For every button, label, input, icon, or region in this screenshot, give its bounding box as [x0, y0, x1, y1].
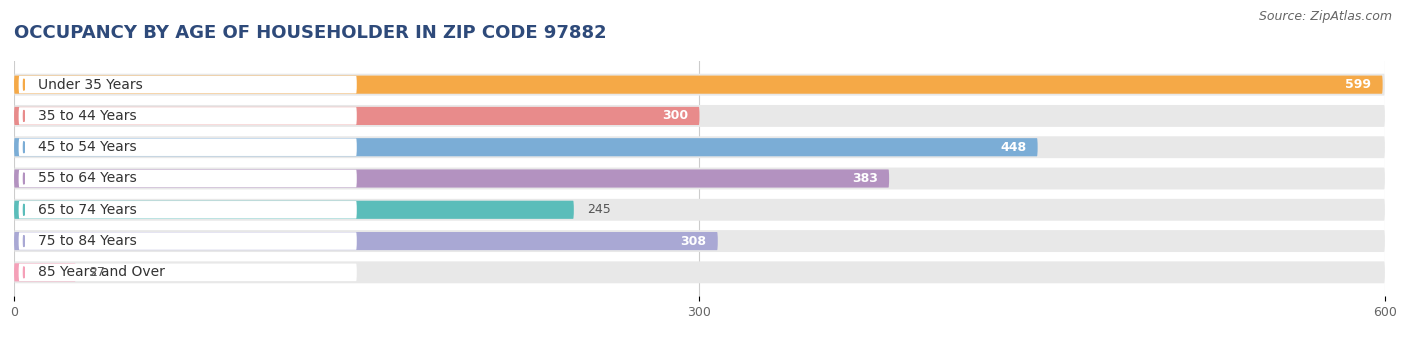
Text: 55 to 64 Years: 55 to 64 Years	[38, 171, 136, 186]
FancyBboxPatch shape	[18, 232, 357, 250]
Text: 75 to 84 Years: 75 to 84 Years	[38, 234, 136, 248]
Text: Source: ZipAtlas.com: Source: ZipAtlas.com	[1258, 10, 1392, 23]
Text: 308: 308	[681, 235, 706, 248]
FancyBboxPatch shape	[18, 264, 357, 281]
Text: 65 to 74 Years: 65 to 74 Years	[38, 203, 136, 217]
Text: OCCUPANCY BY AGE OF HOUSEHOLDER IN ZIP CODE 97882: OCCUPANCY BY AGE OF HOUSEHOLDER IN ZIP C…	[14, 24, 606, 42]
FancyBboxPatch shape	[14, 75, 1382, 94]
FancyBboxPatch shape	[14, 168, 1385, 189]
FancyBboxPatch shape	[18, 76, 357, 94]
Text: 45 to 54 Years: 45 to 54 Years	[38, 140, 136, 154]
Text: 448: 448	[1000, 141, 1026, 154]
FancyBboxPatch shape	[14, 105, 1385, 127]
FancyBboxPatch shape	[14, 261, 1385, 283]
FancyBboxPatch shape	[18, 107, 357, 125]
FancyBboxPatch shape	[14, 107, 700, 125]
Text: 245: 245	[588, 203, 612, 216]
Text: 300: 300	[662, 109, 688, 122]
FancyBboxPatch shape	[14, 138, 1038, 156]
FancyBboxPatch shape	[14, 169, 889, 188]
Text: 599: 599	[1346, 78, 1371, 91]
FancyBboxPatch shape	[18, 138, 357, 156]
FancyBboxPatch shape	[14, 232, 718, 250]
FancyBboxPatch shape	[14, 199, 1385, 221]
FancyBboxPatch shape	[14, 74, 1385, 96]
FancyBboxPatch shape	[14, 230, 1385, 252]
Text: 383: 383	[852, 172, 877, 185]
FancyBboxPatch shape	[18, 201, 357, 219]
Text: 35 to 44 Years: 35 to 44 Years	[38, 109, 136, 123]
FancyBboxPatch shape	[14, 136, 1385, 158]
Text: 85 Years and Over: 85 Years and Over	[38, 265, 165, 279]
FancyBboxPatch shape	[14, 201, 574, 219]
Text: 27: 27	[90, 266, 105, 279]
FancyBboxPatch shape	[14, 263, 76, 282]
FancyBboxPatch shape	[18, 170, 357, 187]
Text: Under 35 Years: Under 35 Years	[38, 78, 143, 92]
